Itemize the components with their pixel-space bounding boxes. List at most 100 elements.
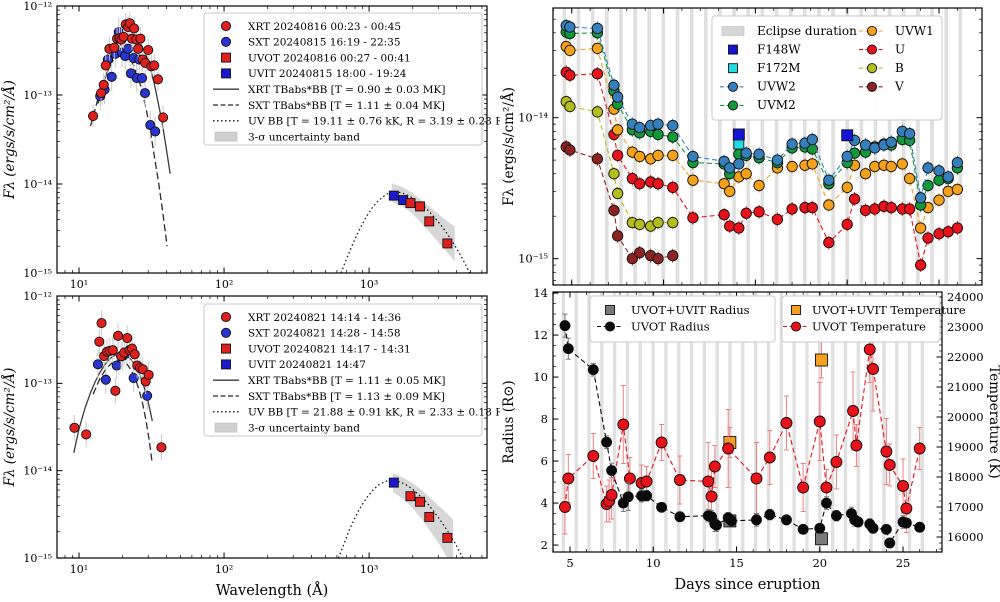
y-tick-label: 10⁻¹⁴ — [518, 110, 548, 124]
y-tick-label: 4 — [541, 496, 548, 510]
legend-marker-square — [728, 44, 738, 55]
panel-sed-epoch1: 10¹ 10² 10³ 10⁻¹² 10⁻¹³ 10⁻¹⁴ 10⁻¹⁵ Fλ (ergs/s/… — [0, 0, 500, 288]
y2-tick-label: 21000 — [947, 380, 984, 394]
y-tick-label: 10⁻¹² — [23, 290, 52, 303]
legend-label: XRT TBabs*BB [T = 1.11 ± 0.05 MK] — [248, 375, 445, 387]
y-tick-label: 10⁻¹⁵ — [23, 267, 52, 280]
legend-label: B — [895, 61, 904, 75]
uv-lightcurve-axes — [552, 7, 983, 286]
legend-marker-patch — [214, 422, 238, 433]
series-V — [560, 140, 679, 266]
legend-label: SXT TBabs*BB [T = 1.11 ± 0.04 MK] — [248, 100, 445, 112]
y2-tick-label: 18000 — [947, 470, 984, 484]
tick-labels: 5 10 15 20 25 2 4 6 8 10 12 14 16000 17000 18000 19000 2… — [533, 288, 983, 570]
legend-label: F148W — [757, 42, 801, 56]
legend-label: SXT 20240821 14:28 - 14:58 — [248, 328, 401, 340]
legend-label: U — [895, 42, 905, 56]
legend-label: UVIT 20240821 14:47 — [248, 359, 366, 371]
legend-marker-circle — [866, 25, 878, 37]
tick-marks — [57, 295, 487, 559]
legend-marker-patch — [214, 131, 238, 142]
series-F172M — [733, 138, 745, 150]
tick-labels: 10⁻¹⁴ 10⁻¹⁵ — [518, 110, 548, 265]
legend-marker-circle — [727, 100, 739, 111]
radius-temperature-plot-area — [559, 292, 926, 552]
tick-labels: 10¹ 10² 10³ 10⁻¹² 10⁻¹³ 10⁻¹⁴ 10⁻¹⁵ — [23, 290, 378, 576]
uv-lightcurve-chart: 10⁻¹⁴ 10⁻¹⁵ Fλ (ergs/s/cm²/Å) Eclipse durat… — [501, 7, 983, 286]
legend-label: SXT TBabs*BB [T = 1.13 ± 0.09 MK] — [248, 391, 445, 403]
tick-marks — [57, 5, 487, 274]
sed-epoch1-legend: XRT 20240816 00:23 - 00:45 SXT 20240815 1… — [203, 12, 500, 146]
series-UVW2 — [560, 18, 964, 205]
legend-label: UVM2 — [757, 98, 796, 112]
legend-label: UV BB [T = 21.88 ± 0.91 kK, R = 2.33 ± 0… — [248, 407, 500, 419]
legend-marker-circle — [866, 81, 878, 92]
radius-temperature-chart: 5 10 15 20 25 2 4 6 8 10 12 14 16000 17000 18000 19000 2… — [501, 288, 1000, 593]
y2-tick-label: 20000 — [947, 410, 984, 424]
y-tick-label: 10 — [533, 370, 548, 384]
x-tick-label: 10³ — [360, 278, 378, 288]
legend-label: UVOT Temperature — [812, 319, 926, 333]
y-tick-label: 10⁻¹⁴ — [23, 178, 52, 191]
legend-marker-circle — [866, 63, 878, 74]
sed-epoch2-plot-area — [69, 310, 464, 558]
series-B — [560, 94, 679, 234]
legend-marker-circle — [220, 327, 232, 338]
legend-label: UVIT 20240815 18:00 - 19:24 — [248, 68, 407, 80]
y-tick-label: 10⁻¹⁵ — [23, 552, 52, 565]
y-axis-label: Radius (R⊙) — [501, 380, 517, 463]
series-UVOT — [405, 490, 453, 544]
y2-tick-label: 22000 — [947, 350, 984, 364]
legend-label: F172M — [757, 61, 801, 75]
y-tick-label: 10⁻¹⁵ — [518, 251, 548, 265]
legend-label: SXT 20240815 16:19 - 22:35 — [248, 37, 401, 49]
uncertainty-band — [391, 183, 455, 262]
legend-label: XRT 20240816 00:23 - 00:45 — [248, 21, 401, 33]
x-tick-label: 10² — [215, 278, 233, 288]
y-tick-label: 6 — [541, 454, 548, 468]
legend-marker-circle — [220, 36, 232, 47]
legend-marker-square — [221, 52, 231, 63]
legend-marker-circle — [866, 44, 878, 55]
y-tick-label: 12 — [533, 328, 548, 342]
legend-label: UVOT 20240821 14:17 - 14:31 — [248, 343, 411, 355]
y2-tick-label: 16000 — [947, 530, 984, 544]
x-tick-label: 5 — [566, 556, 573, 570]
y-axis-label: Fλ (ergs/s/cm²/Å) — [2, 80, 18, 200]
series-F148W — [732, 128, 854, 142]
y-tick-label: 14 — [533, 288, 548, 300]
legend-label: UVOT+UVIT Temperature — [812, 303, 966, 317]
uncertainty-band — [392, 473, 454, 558]
legend-label: V — [894, 80, 904, 94]
sed-epoch2-legend: XRT 20240821 14:14 - 14:36 SXT 20240821 1… — [203, 303, 500, 437]
legend-marker-square — [221, 359, 231, 370]
radius-temperature-legend: UVOT+UVIT Radius UVOT Radius UVOT+UVIT Tem… — [589, 295, 966, 343]
y2-tick-label: 19000 — [947, 440, 984, 454]
legend-marker-circle — [220, 311, 232, 323]
x-tick-label: 20 — [812, 556, 827, 570]
legend-marker-patch — [721, 26, 745, 36]
series-XRT — [88, 11, 169, 130]
y-axis-label: Fλ (ergs/s/cm²/Å) — [501, 87, 517, 206]
uv-lightcurve-plot-area — [560, 8, 964, 285]
x-tick-label: 10¹ — [70, 278, 88, 288]
legend-label: Eclipse duration — [757, 24, 857, 38]
series-uvot-temperature — [559, 316, 926, 535]
series-uvot-uvit-temperature — [723, 341, 828, 459]
legend-label: UVW1 — [895, 24, 934, 38]
panel-radius-temperature: 5 10 15 20 25 2 4 6 8 10 12 14 16000 17000 18000 19000 2… — [500, 288, 1000, 602]
legend-marker-circle — [790, 321, 802, 332]
panel-sed-epoch2: 10¹ 10² 10³ 10⁻¹² 10⁻¹³ 10⁻¹⁴ 10⁻¹⁵ Wavelength … — [0, 288, 500, 602]
series-UVOT — [405, 197, 453, 249]
legend-marker-circle — [727, 81, 739, 92]
legend-label: UV BB [T = 19.11 ± 0.76 kK, R = 3.19 ± 0… — [248, 116, 500, 128]
panel-uv-lightcurve: 10⁻¹⁴ 10⁻¹⁵ Fλ (ergs/s/cm²/Å) Eclipse durat… — [500, 0, 1000, 288]
legend-label: XRT 20240821 14:14 - 14:36 — [248, 312, 401, 324]
legend-marker-square — [605, 305, 615, 315]
sxt-bb-fit — [92, 359, 153, 464]
x-axis-label: Days since eruption — [675, 577, 821, 593]
legend-marker-circle — [604, 321, 616, 332]
tick-marks — [552, 292, 942, 552]
legend-label: UVW2 — [757, 80, 796, 94]
